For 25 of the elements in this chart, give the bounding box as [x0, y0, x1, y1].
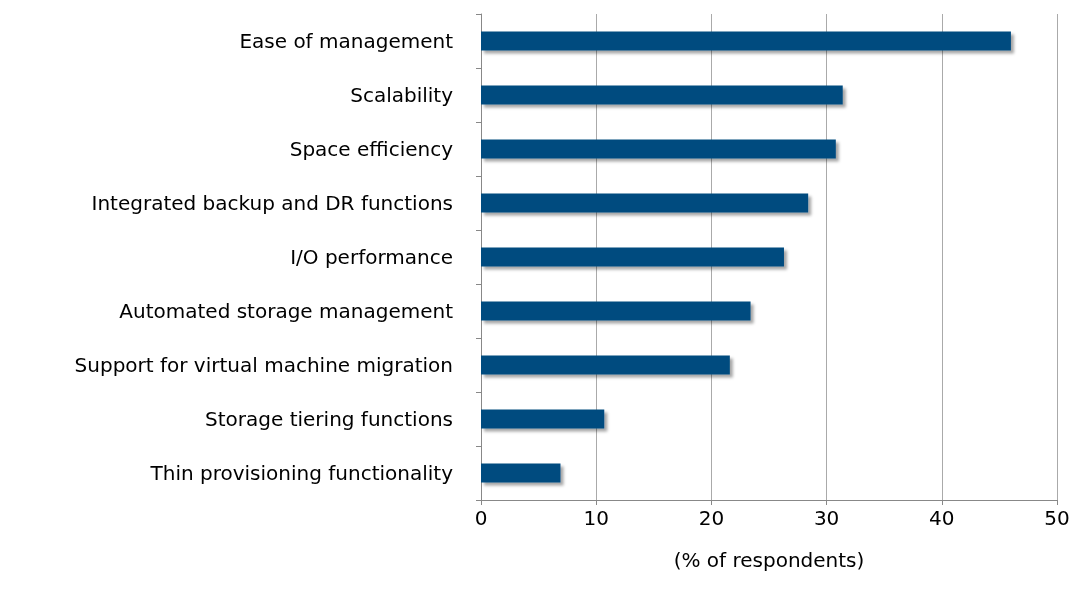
bar: [481, 247, 784, 267]
bar: [481, 31, 1011, 51]
x-tick-label: 30: [813, 506, 840, 530]
bar: [481, 139, 836, 159]
x-tick-label: 0: [474, 506, 488, 530]
bar: [481, 355, 730, 375]
bar: [481, 463, 561, 483]
x-tick-label: 10: [583, 506, 609, 530]
bar: [481, 301, 751, 321]
x-axis-title: (% of respondents): [673, 548, 865, 572]
y-tick-label: Integrated backup and DR functions: [91, 191, 453, 215]
y-tick-label: Space efficiency: [289, 137, 454, 161]
y-tick-label: I/O performance: [290, 245, 453, 269]
y-tick-label: Support for virtual machine migration: [74, 353, 453, 377]
y-tick-label: Storage tiering functions: [205, 407, 453, 431]
x-tick-label: 40: [929, 506, 955, 530]
bar: [481, 193, 809, 213]
y-tick-label: Ease of management: [239, 29, 454, 53]
bar: [481, 85, 843, 105]
bar: [481, 409, 605, 429]
y-tick-label: Thin provisioning functionality: [149, 461, 454, 485]
x-tick-label: 50: [1044, 506, 1070, 530]
y-tick-label: Scalability: [350, 83, 454, 107]
x-tick-label: 20: [698, 506, 725, 530]
y-tick-label: Automated storage management: [119, 299, 454, 323]
